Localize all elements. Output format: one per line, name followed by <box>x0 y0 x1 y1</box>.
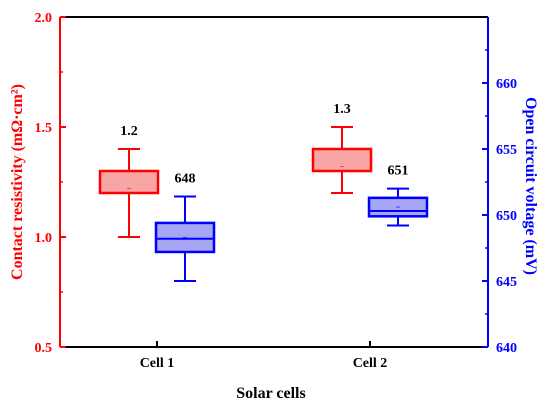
left-tick-label: 1.5 <box>35 121 53 136</box>
plot-frame <box>60 16 488 348</box>
right-tick-label: 650 <box>496 209 517 224</box>
box-right: 648 <box>154 172 216 282</box>
right-tick-label: 655 <box>496 143 517 158</box>
box-body <box>98 169 160 195</box>
left-tick-label: 1.0 <box>35 231 53 246</box>
left-axis: 0.5 1.0 1.5 2.0 <box>35 11 66 356</box>
right-tick-label: 660 <box>496 77 517 92</box>
data-label: 1.2 <box>120 124 138 139</box>
right-tick-label: 640 <box>496 341 517 356</box>
right-tick-label: 645 <box>496 275 517 290</box>
data-label: 651 <box>388 164 409 179</box>
left-tick-label: 0.5 <box>35 341 53 356</box>
data-label: 648 <box>175 172 196 187</box>
left-axis-title: Contact resistivity (mΩ·cm²) <box>9 84 26 280</box>
box-left: 1.3 <box>311 102 373 194</box>
box-body <box>154 221 216 254</box>
x-tick-label: Cell 1 <box>140 356 175 371</box>
x-axis: Cell 1 Cell 2 <box>140 341 388 371</box>
box-left: 1.2 <box>98 124 160 238</box>
data-label: 1.3 <box>333 102 351 117</box>
box-right: 651 <box>367 164 429 227</box>
boxes: 1.2 1.3 648 651 <box>98 102 429 282</box>
right-axis-title: Open circuit voltage (mV) <box>522 97 539 275</box>
left-tick-label: 2.0 <box>35 11 53 26</box>
x-axis-title: Solar cells <box>236 385 305 402</box>
x-tick-label: Cell 2 <box>353 356 388 371</box>
box-body <box>311 147 373 173</box>
right-axis: 640 645 650 655 660 <box>482 17 517 356</box>
